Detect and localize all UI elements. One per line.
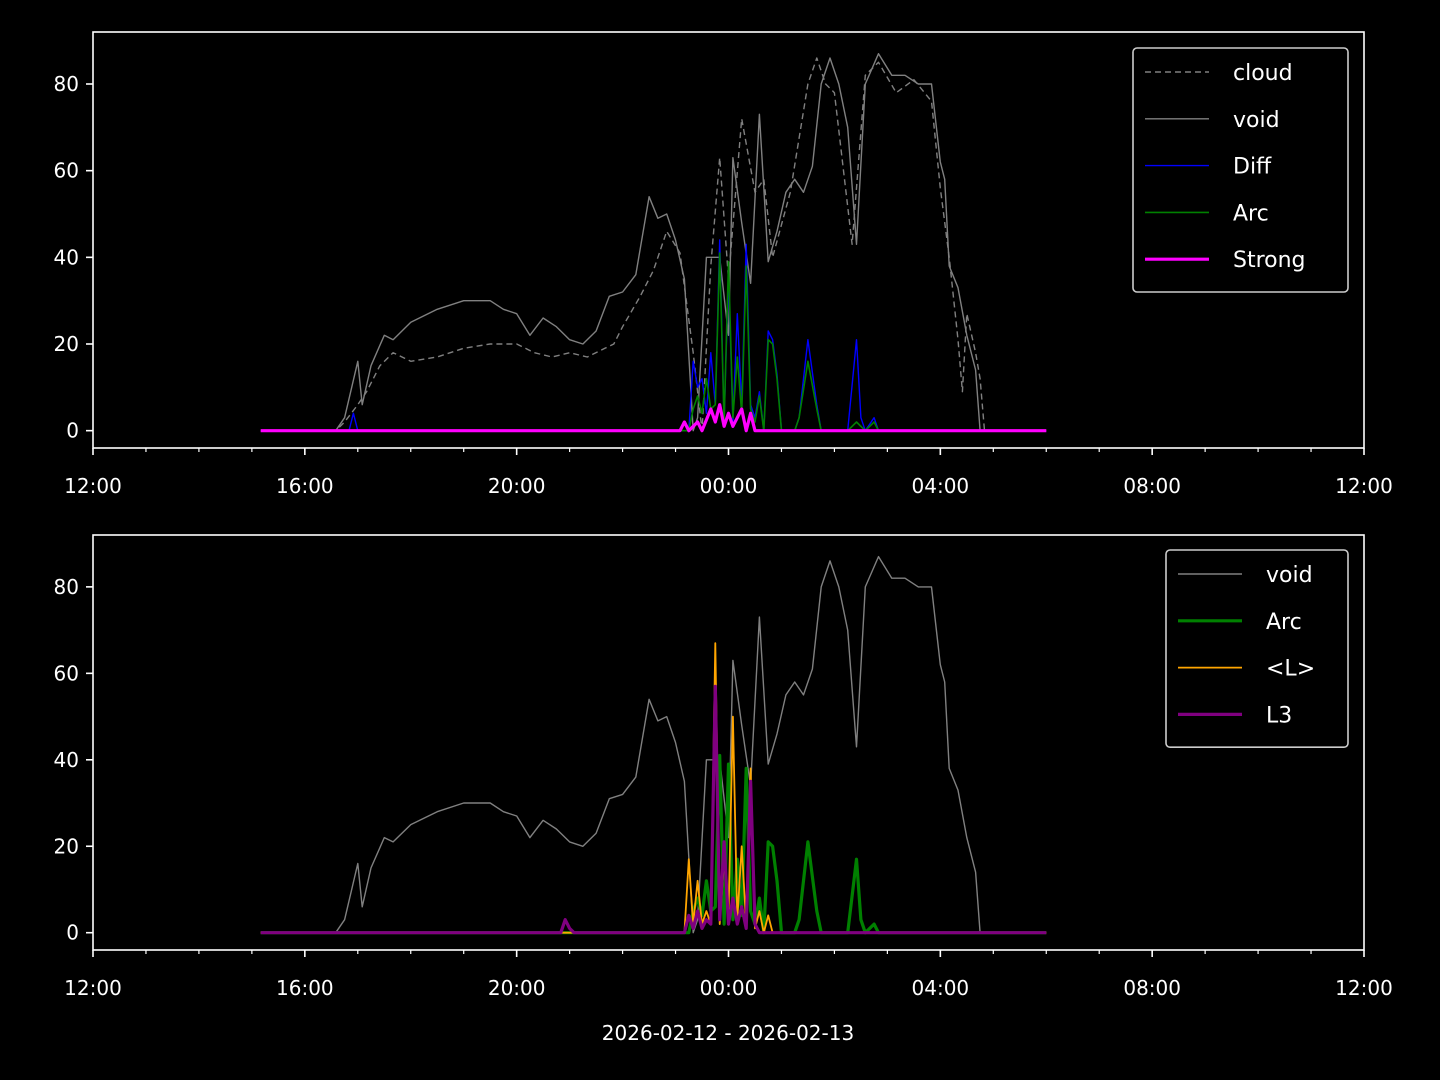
x-tick-label: 16:00 (276, 976, 334, 1000)
series-line-strong (260, 403, 1047, 433)
y-tick-label: 60 (54, 159, 79, 183)
legend-box (1165, 549, 1349, 748)
legend-label: Arc (1266, 610, 1302, 635)
legend-label: L3 (1266, 703, 1292, 728)
x-tick-label: 12:00 (64, 474, 122, 498)
legend: void Arc <L> L3 (1165, 549, 1349, 748)
x-tick-label: 12:00 (1335, 976, 1393, 1000)
x-tick-label: 04:00 (912, 474, 970, 498)
x-tick-label: 16:00 (276, 474, 334, 498)
y-tick-label: 0 (66, 419, 79, 443)
legend-label: Diff (1233, 155, 1272, 180)
x-tick-label: 00:00 (700, 976, 758, 1000)
y-tick-label: 80 (54, 72, 79, 96)
x-tick-label: 12:00 (1335, 474, 1393, 498)
legend-box (1132, 47, 1349, 293)
legend-label: <L> (1266, 657, 1315, 682)
legend: cloud void Diff Arc Strong (1132, 47, 1349, 293)
series-line-arc (260, 753, 1047, 935)
series-group (260, 555, 1047, 935)
top-panel: 0 20 40 60 80 12:00 16:00 20:00 00:00 04:00 08:00 1… (54, 31, 1393, 498)
y-tick-label: 60 (54, 661, 79, 685)
x-tick-label: 08:00 (1123, 474, 1181, 498)
legend-label: Arc (1233, 201, 1269, 226)
y-tick-label: 20 (54, 834, 79, 858)
legend-label: void (1233, 108, 1280, 133)
x-tick-label: 04:00 (912, 976, 970, 1000)
y-tick-label: 40 (54, 245, 79, 269)
legend-label: Strong (1233, 248, 1306, 273)
x-axis-label: 2026-02-12 - 2026-02-13 (602, 1021, 854, 1045)
x-tick-label: 12:00 (64, 976, 122, 1000)
x-tick-label: 08:00 (1123, 976, 1181, 1000)
y-tick-label: 0 (66, 921, 79, 945)
x-tick-label: 20:00 (488, 474, 546, 498)
legend-label: cloud (1233, 61, 1293, 86)
x-tick-label: 20:00 (488, 976, 546, 1000)
bottom-panel: 0 20 40 60 80 12:00 16:00 20:00 00:00 04:00 08:00 1… (54, 534, 1393, 1000)
x-tick-label: 00:00 (700, 474, 758, 498)
y-tick-label: 80 (54, 575, 79, 599)
y-tick-label: 40 (54, 748, 79, 772)
y-tick-label: 20 (54, 332, 79, 356)
series-line-l3 (260, 684, 1047, 935)
series-line-cloud (260, 57, 1047, 432)
legend-label: void (1266, 563, 1313, 588)
series-group (260, 53, 1047, 433)
